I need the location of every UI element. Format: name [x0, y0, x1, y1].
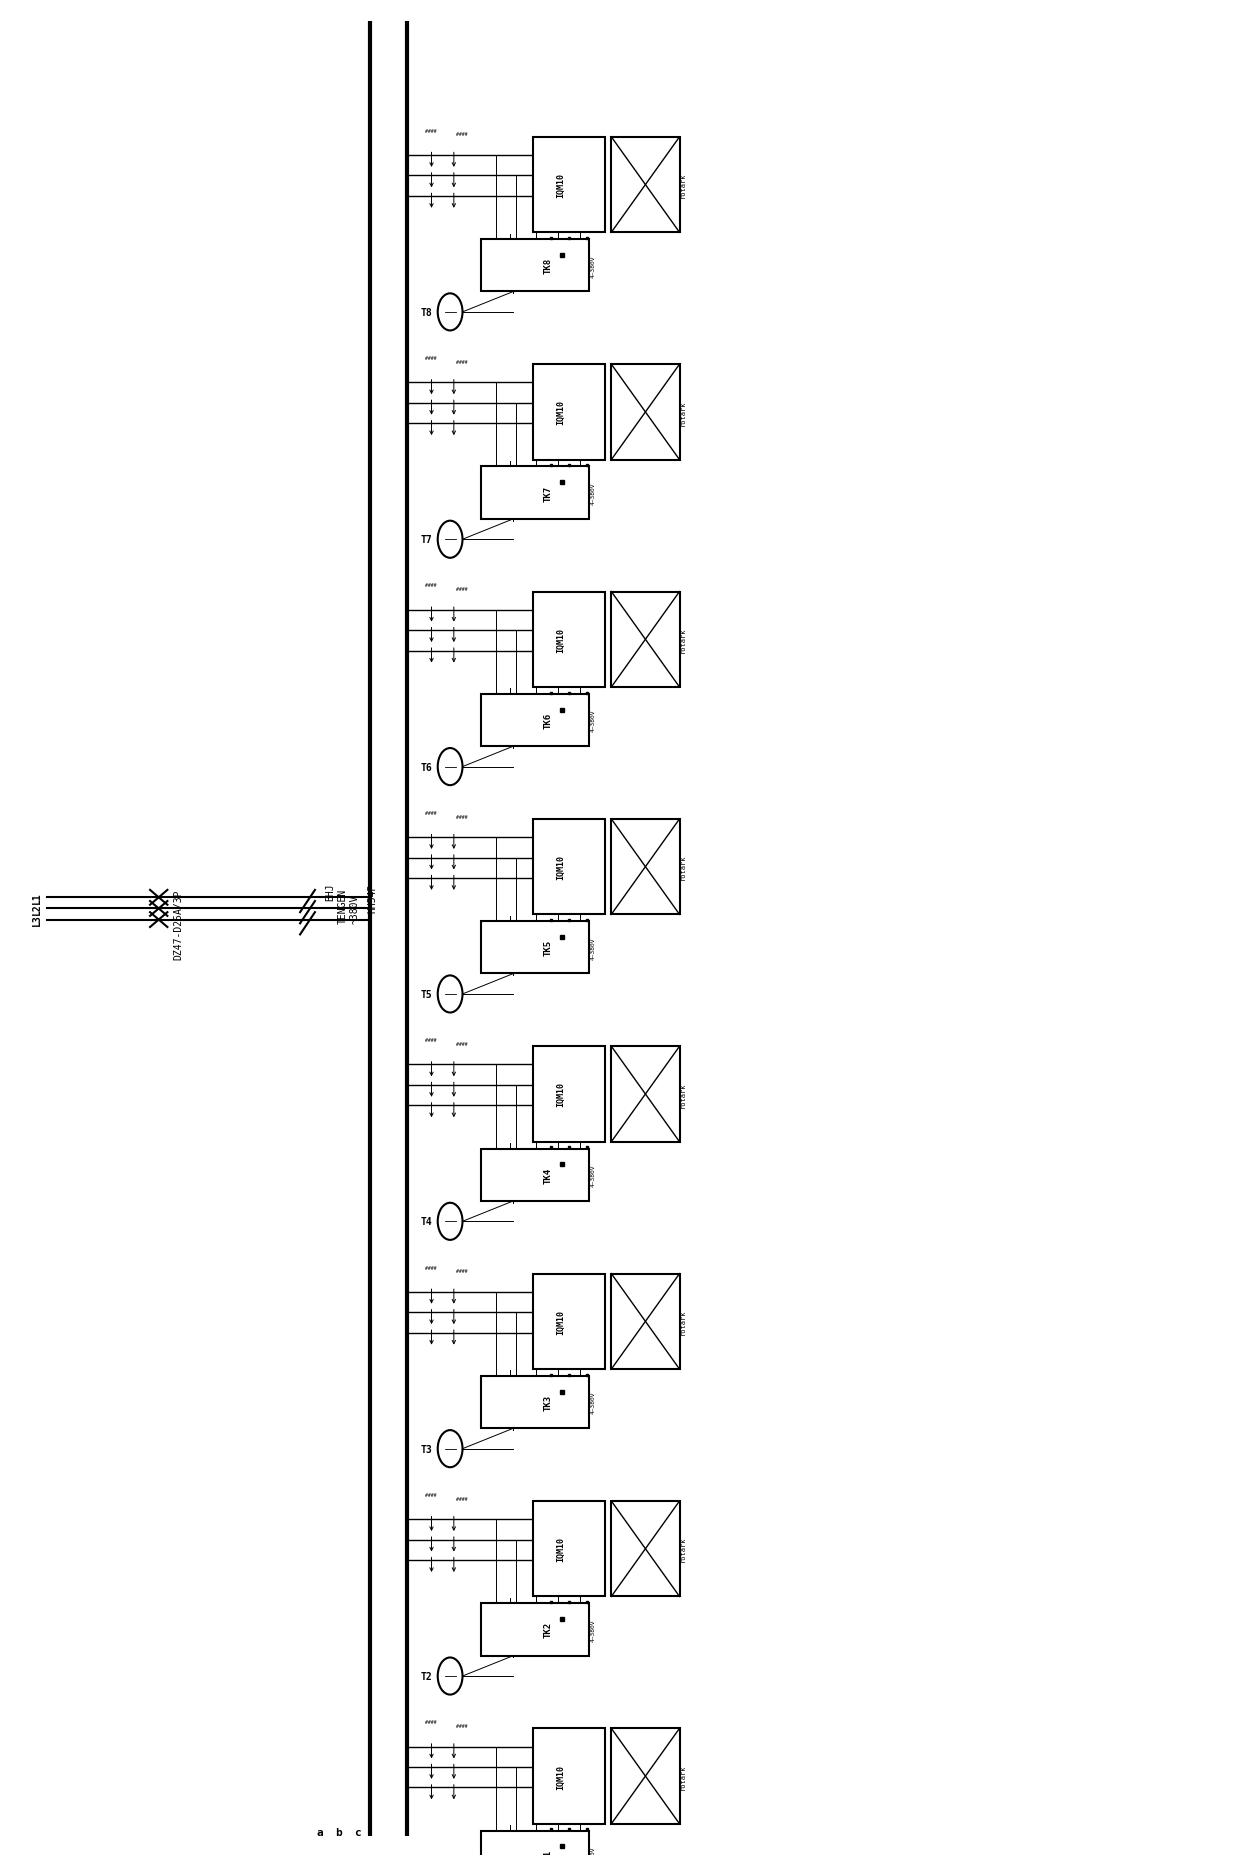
- Text: 4~380V: 4~380V: [590, 482, 595, 505]
- Bar: [533, 137, 605, 234]
- Bar: [611, 365, 680, 460]
- Bar: [533, 1046, 605, 1143]
- Text: rotark: rotark: [681, 1081, 686, 1107]
- Bar: [481, 1831, 589, 1855]
- Bar: [533, 1729, 605, 1823]
- Text: ####: ####: [425, 1491, 436, 1497]
- Text: ####: ####: [425, 356, 436, 362]
- Text: TK7: TK7: [543, 486, 553, 501]
- Bar: [533, 365, 605, 460]
- Text: TENGEN: TENGEN: [337, 889, 347, 924]
- Text: 4~380V: 4~380V: [590, 1391, 595, 1414]
- Text: ####: ####: [456, 132, 467, 137]
- Text: T3: T3: [422, 1443, 433, 1454]
- Bar: [481, 922, 589, 974]
- Bar: [533, 592, 605, 688]
- Text: L1: L1: [32, 892, 42, 903]
- Text: b: b: [335, 1827, 342, 1836]
- Text: rotark: rotark: [681, 627, 686, 653]
- Text: ####: ####: [425, 1720, 436, 1725]
- Text: rotark: rotark: [681, 1310, 686, 1334]
- Text: 4~380V: 4~380V: [590, 1163, 595, 1187]
- Text: rotark: rotark: [681, 855, 686, 879]
- Text: a: a: [316, 1827, 324, 1836]
- Bar: [611, 1729, 680, 1823]
- Text: ####: ####: [456, 586, 467, 592]
- Text: rotark: rotark: [681, 1764, 686, 1788]
- Circle shape: [438, 1204, 463, 1241]
- Bar: [481, 694, 589, 748]
- Text: ####: ####: [456, 1041, 467, 1046]
- Bar: [611, 1274, 680, 1369]
- Text: 4~380V: 4~380V: [590, 937, 595, 959]
- Text: T2: T2: [422, 1671, 433, 1681]
- Text: TK2: TK2: [543, 1621, 553, 1638]
- Text: ####: ####: [456, 814, 467, 820]
- Text: TK5: TK5: [543, 940, 553, 955]
- Text: T5: T5: [422, 989, 433, 1000]
- Bar: [481, 467, 589, 519]
- Circle shape: [438, 1430, 463, 1467]
- Text: TK6: TK6: [543, 712, 553, 729]
- Text: DZ47-D25A/3P: DZ47-D25A/3P: [174, 889, 184, 959]
- Circle shape: [438, 521, 463, 558]
- Text: ####: ####: [425, 1037, 436, 1043]
- Bar: [533, 1274, 605, 1369]
- Circle shape: [438, 749, 463, 787]
- Text: 4~380V: 4~380V: [590, 1846, 595, 1855]
- Text: T4: T4: [422, 1217, 433, 1226]
- Bar: [611, 820, 680, 915]
- Bar: [611, 137, 680, 234]
- Text: L2: L2: [32, 903, 42, 915]
- Bar: [481, 1376, 589, 1428]
- Bar: [611, 1501, 680, 1597]
- Text: ####: ####: [425, 582, 436, 588]
- Text: TK1: TK1: [543, 1849, 553, 1855]
- Circle shape: [438, 1658, 463, 1695]
- Text: BHJ: BHJ: [325, 883, 335, 900]
- Text: ####: ####: [456, 1723, 467, 1729]
- Text: HH54P: HH54P: [367, 883, 377, 913]
- Text: TK3: TK3: [543, 1395, 553, 1410]
- Text: ####: ####: [425, 811, 436, 816]
- Bar: [611, 1046, 680, 1143]
- Text: T6: T6: [422, 762, 433, 772]
- Text: IQM10: IQM10: [556, 1536, 565, 1562]
- Text: ####: ####: [456, 1269, 467, 1274]
- Text: ####: ####: [456, 360, 467, 365]
- Text: ####: ####: [456, 1495, 467, 1501]
- Bar: [481, 239, 589, 293]
- Text: IQM10: IQM10: [556, 855, 565, 879]
- Text: IQM10: IQM10: [556, 1310, 565, 1334]
- Text: rotark: rotark: [681, 173, 686, 198]
- Text: rotark: rotark: [681, 401, 686, 425]
- Text: IQM10: IQM10: [556, 173, 565, 198]
- Text: IQM10: IQM10: [556, 1764, 565, 1788]
- Bar: [533, 820, 605, 915]
- Text: ####: ####: [425, 1265, 436, 1271]
- Text: IQM10: IQM10: [556, 627, 565, 653]
- Bar: [481, 1603, 589, 1657]
- Text: ####: ####: [425, 128, 436, 134]
- Text: 4~380V: 4~380V: [590, 1618, 595, 1642]
- Circle shape: [438, 295, 463, 332]
- Text: ~380V: ~380V: [350, 894, 360, 924]
- Text: 4~380V: 4~380V: [590, 709, 595, 733]
- Text: T7: T7: [422, 534, 433, 545]
- Text: IQM10: IQM10: [556, 1081, 565, 1107]
- Text: L3: L3: [32, 915, 42, 926]
- Bar: [481, 1148, 589, 1202]
- Circle shape: [438, 976, 463, 1013]
- Text: c: c: [353, 1827, 361, 1836]
- Text: TK4: TK4: [543, 1167, 553, 1183]
- Text: rotark: rotark: [681, 1536, 686, 1562]
- Text: 4~380V: 4~380V: [590, 254, 595, 278]
- Bar: [611, 592, 680, 688]
- Text: TK8: TK8: [543, 258, 553, 275]
- Bar: [533, 1501, 605, 1597]
- Text: IQM10: IQM10: [556, 401, 565, 425]
- Text: T8: T8: [422, 308, 433, 317]
